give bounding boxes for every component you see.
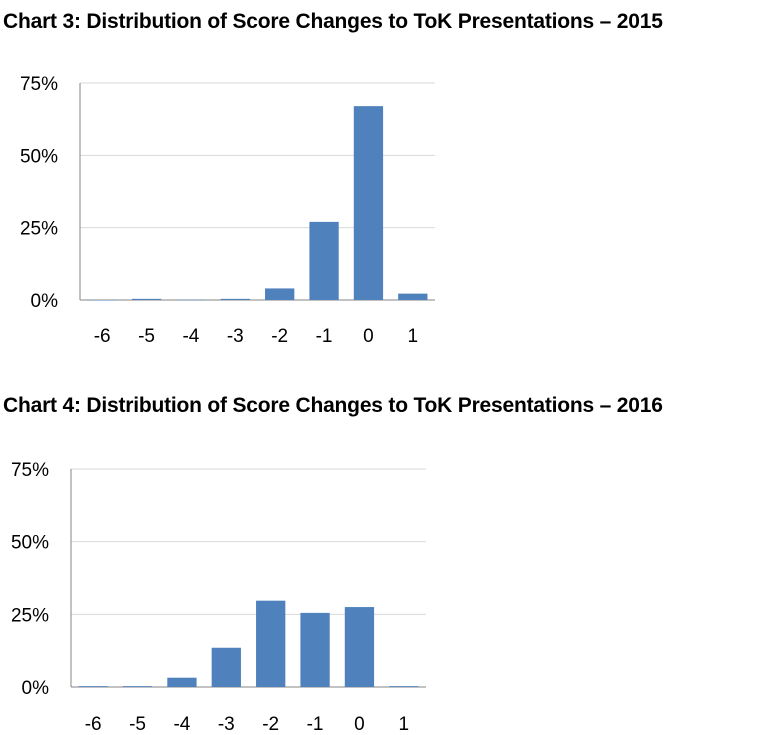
chart-2016: Chart 4: Distribution of Score Changes t…	[0, 388, 776, 735]
y-tick-label: 75%	[20, 74, 58, 95]
bar	[353, 106, 384, 300]
x-tick-label: -6	[94, 326, 111, 347]
bar	[256, 600, 286, 687]
x-tick-label: -2	[271, 326, 288, 347]
x-tick-label: -5	[129, 714, 146, 735]
bar	[211, 647, 241, 687]
y-tick-label: 50%	[11, 533, 49, 554]
chart-title: Chart 3: Distribution of Score Changes t…	[3, 10, 663, 33]
bar	[398, 293, 428, 300]
y-tick-label: 25%	[11, 605, 49, 626]
bar	[265, 288, 295, 300]
bar	[167, 677, 197, 687]
x-tick-label: 0	[363, 326, 374, 347]
y-tick-label: 25%	[20, 219, 58, 240]
x-tick-label: -1	[307, 714, 324, 735]
x-tick-label: -4	[182, 326, 199, 347]
x-tick-label: -4	[173, 714, 190, 735]
bar	[309, 221, 339, 300]
bar	[300, 612, 330, 687]
chart-title: Chart 4: Distribution of Score Changes t…	[3, 394, 663, 417]
y-tick-label: 0%	[31, 291, 59, 312]
x-tick-label: -1	[316, 326, 333, 347]
x-tick-label: 1	[408, 326, 419, 347]
y-tick-label: 75%	[11, 460, 49, 481]
x-tick-label: 0	[354, 714, 365, 735]
bar	[176, 299, 206, 301]
bar	[87, 300, 117, 301]
x-tick-label: -6	[85, 714, 102, 735]
bar	[344, 607, 375, 687]
y-tick-label: 0%	[22, 678, 50, 699]
x-tick-label: -3	[227, 326, 244, 347]
y-tick-label: 50%	[20, 146, 58, 167]
x-tick-label: -5	[138, 326, 155, 347]
bar	[220, 298, 250, 300]
x-tick-label: -2	[262, 714, 279, 735]
bar-chart-2016: 0% 25% 50% 75% -6 -5 -4 -3 -2 -1 0 1	[11, 460, 426, 735]
bar	[131, 298, 162, 300]
bar	[78, 686, 108, 687]
x-tick-label: -3	[218, 714, 235, 735]
chart-2015: Chart 3: Distribution of Score Changes t…	[3, 10, 663, 347]
bar	[389, 686, 419, 687]
bar	[122, 686, 153, 687]
bar-chart-2015: 0% 25% 50% 75% -6 -5 -4 -3 -2 -1 0 1	[20, 74, 435, 347]
x-tick-label: 1	[399, 714, 410, 735]
